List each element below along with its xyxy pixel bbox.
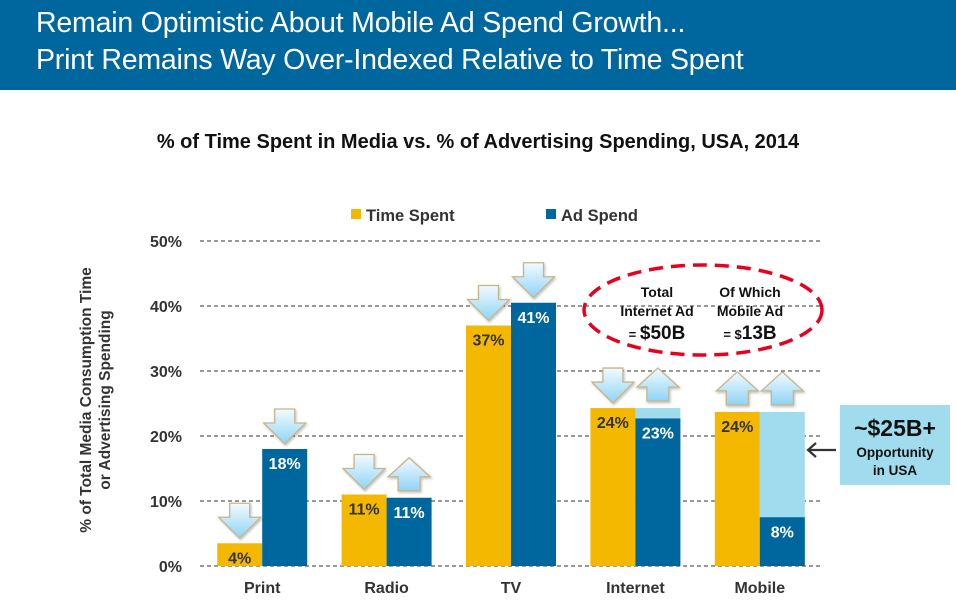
bar-ad-spend-print <box>262 449 308 566</box>
bar-time-spent-radio <box>341 494 387 566</box>
bar-time-spent-tv <box>466 325 511 566</box>
data-label-ad-spend-print: 18% <box>269 456 301 473</box>
category-label-tv: TV <box>501 580 522 597</box>
bar-ad-spend-internet <box>635 418 681 566</box>
opportunity-headline: ~$25B+ <box>854 415 936 441</box>
legend: Time Spent Ad Spend <box>351 207 638 225</box>
data-label-time-spent-print: 4% <box>228 550 251 567</box>
y-axis-label-line-2: or Advertising Spending <box>97 310 114 489</box>
opportunity-callout: ~$25B+ Opportunity in USA <box>806 405 950 485</box>
arrow-down-icon <box>341 453 387 491</box>
y-tick-label: 10% <box>150 494 182 511</box>
category-label-print: Print <box>244 580 281 597</box>
data-label-time-spent-radio: 11% <box>349 502 380 519</box>
legend-swatch-ad-spend <box>546 209 556 219</box>
category-label-internet: Internet <box>606 580 665 597</box>
bar-ad-spend-tv <box>511 302 556 566</box>
y-axis-label-line-1: % of Total Media Consumption Time <box>78 267 95 533</box>
legend-label-ad-spend: Ad Spend <box>561 207 638 225</box>
arrow-up-icon <box>714 371 760 406</box>
callout-total-line1: Total <box>641 284 673 300</box>
legend-swatch-time-spent <box>351 209 361 219</box>
x-axis-categories: Print Radio TV Internet Mobile <box>244 580 785 597</box>
callout-mobile-amount: 13B <box>742 323 777 344</box>
data-label-ad-spend-radio: 11% <box>394 505 425 522</box>
arrow-down-icon <box>217 502 263 540</box>
header-title-line-1: Remain Optimistic About Mobile Ad Spend … <box>36 7 686 39</box>
bar-time-spent-internet <box>590 408 636 566</box>
callout-total-value: = $50B <box>629 323 686 344</box>
arrow-up-icon <box>635 367 681 402</box>
data-label-ad-spend-internet: 23% <box>642 425 674 442</box>
arrow-down-icon <box>262 408 308 445</box>
data-labels: 4% 18% 11% 11% 37% 41% 24% 23% 24% 8% <box>228 310 794 568</box>
legend-label-time-spent: Time Spent <box>366 207 455 225</box>
y-tick-label: 50% <box>150 234 182 251</box>
y-axis-ticks: 0% 10% 20% 30% 40% 50% <box>150 234 182 576</box>
internet-mobile-ad-callout: Total Internet Ad = $50B Of Which Mobile… <box>582 263 824 357</box>
y-axis-label: % of Total Media Consumption Time or Adv… <box>78 267 114 533</box>
category-label-mobile: Mobile <box>734 580 785 597</box>
callout-mobile-line2: Mobile Ad <box>717 303 783 319</box>
y-tick-label: 20% <box>150 429 182 446</box>
opportunity-line2: in USA <box>873 463 918 478</box>
callout-mobile-line1: Of Which <box>719 284 780 300</box>
header-banner: Remain Optimistic About Mobile Ad Spend … <box>0 0 956 90</box>
category-label-radio: Radio <box>364 580 409 597</box>
callout-total-amount: $50B <box>640 323 685 344</box>
trend-arrows <box>217 262 805 540</box>
callout-mobile-value: = $13B <box>723 323 776 344</box>
callout-dashed-oval <box>582 263 824 357</box>
data-label-ad-spend-tv: 41% <box>517 310 549 327</box>
left-arrow-icon <box>806 442 836 458</box>
opportunity-box <box>840 405 950 485</box>
bar-ad-spend-radio <box>386 497 432 566</box>
arrow-down-icon <box>510 262 557 299</box>
y-tick-label: 30% <box>150 364 182 381</box>
callout-total-line2: Internet Ad <box>620 303 693 319</box>
arrow-down-icon <box>465 284 512 322</box>
bars <box>217 302 805 566</box>
callout-total-prefix: = <box>629 327 640 342</box>
callout-mobile-prefix: = $ <box>723 327 742 342</box>
data-label-ad-spend-mobile: 8% <box>771 524 794 541</box>
arrow-up-icon <box>386 456 432 492</box>
data-label-time-spent-mobile: 24% <box>721 419 753 436</box>
y-tick-label: 0% <box>159 559 182 576</box>
chart-title: % of Time Spent in Media vs. % of Advert… <box>156 131 800 153</box>
header-title-line-2: Print Remains Way Over-Indexed Relative … <box>36 44 744 76</box>
opportunity-line1: Opportunity <box>856 445 934 460</box>
bar-ad-spend-mobile <box>759 517 805 566</box>
bar-time-spent-print <box>217 543 263 566</box>
data-label-time-spent-internet: 24% <box>597 415 629 432</box>
arrow-down-icon <box>590 367 636 404</box>
y-tick-label: 40% <box>150 299 182 316</box>
data-label-time-spent-tv: 37% <box>472 333 504 350</box>
bar-time-spent-mobile <box>714 411 760 566</box>
arrow-up-icon <box>759 371 805 406</box>
